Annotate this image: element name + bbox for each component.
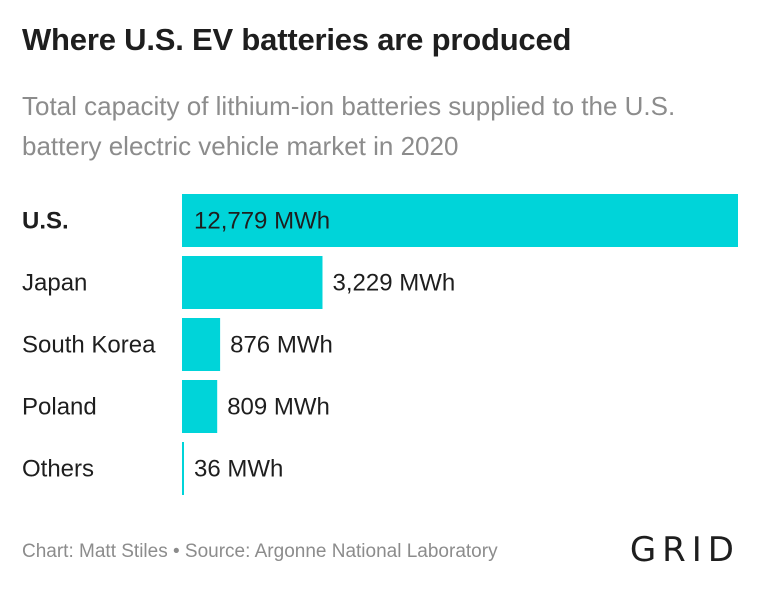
category-label-south-korea: South Korea (22, 332, 156, 359)
value-label-u-s: 12,779 MWh (194, 208, 330, 235)
category-label-u-s: U.S. (22, 208, 69, 235)
bar-south-korea (182, 318, 221, 371)
value-label-poland: 809 MWh (227, 394, 330, 421)
chart-subtitle: Total capacity of lithium-ion batteries … (22, 91, 676, 161)
bar-others (182, 442, 184, 495)
grid-logo: GRID (629, 530, 740, 570)
value-label-others: 36 MWh (194, 456, 283, 483)
bar-poland (182, 380, 218, 433)
category-label-japan: Japan (22, 270, 87, 297)
category-label-poland: Poland (22, 394, 97, 421)
chart-title: Where U.S. EV batteries are produced (22, 22, 572, 57)
value-label-japan: 3,229 MWh (332, 270, 455, 297)
bar-u-s (182, 194, 738, 247)
bar-japan (182, 256, 323, 309)
value-label-south-korea: 876 MWh (230, 332, 333, 359)
source-note: Chart: Matt Stiles • Source: Argonne Nat… (22, 541, 498, 562)
category-label-others: Others (22, 456, 94, 483)
